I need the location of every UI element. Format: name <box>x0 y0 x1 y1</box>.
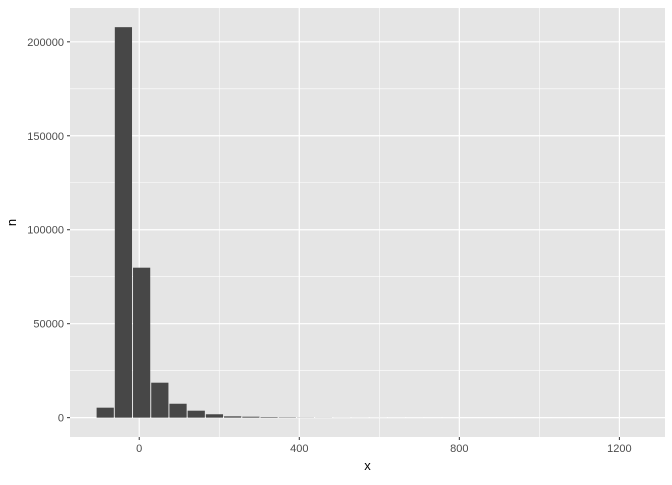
x-tick-label: 800 <box>450 443 468 455</box>
y-tick-label: 150000 <box>27 131 64 143</box>
y-axis-label: n <box>4 219 19 226</box>
x-tick-label: 1200 <box>607 443 631 455</box>
x-tick-label: 0 <box>136 443 142 455</box>
histogram-bar <box>133 268 150 418</box>
histogram-bar <box>151 383 168 418</box>
plot-panel <box>70 8 665 437</box>
histogram-bar <box>260 417 277 418</box>
histogram-bar <box>242 417 259 418</box>
histogram-bar <box>206 414 223 417</box>
histogram-bar <box>169 404 186 418</box>
y-tick-label: 0 <box>58 413 64 425</box>
y-axis: 0 50000 100000 150000 200000 <box>27 37 70 425</box>
histogram-bar <box>224 416 241 417</box>
y-tick-label: 50000 <box>33 319 64 331</box>
x-axis: 0 400 800 1200 <box>136 437 631 455</box>
histogram-bar <box>115 27 132 417</box>
x-axis-label: x <box>364 458 371 473</box>
y-tick-label: 100000 <box>27 225 64 237</box>
y-tick-label: 200000 <box>27 37 64 49</box>
x-tick-label: 400 <box>290 443 308 455</box>
histogram-bar <box>97 408 114 418</box>
histogram-bar <box>188 411 205 418</box>
